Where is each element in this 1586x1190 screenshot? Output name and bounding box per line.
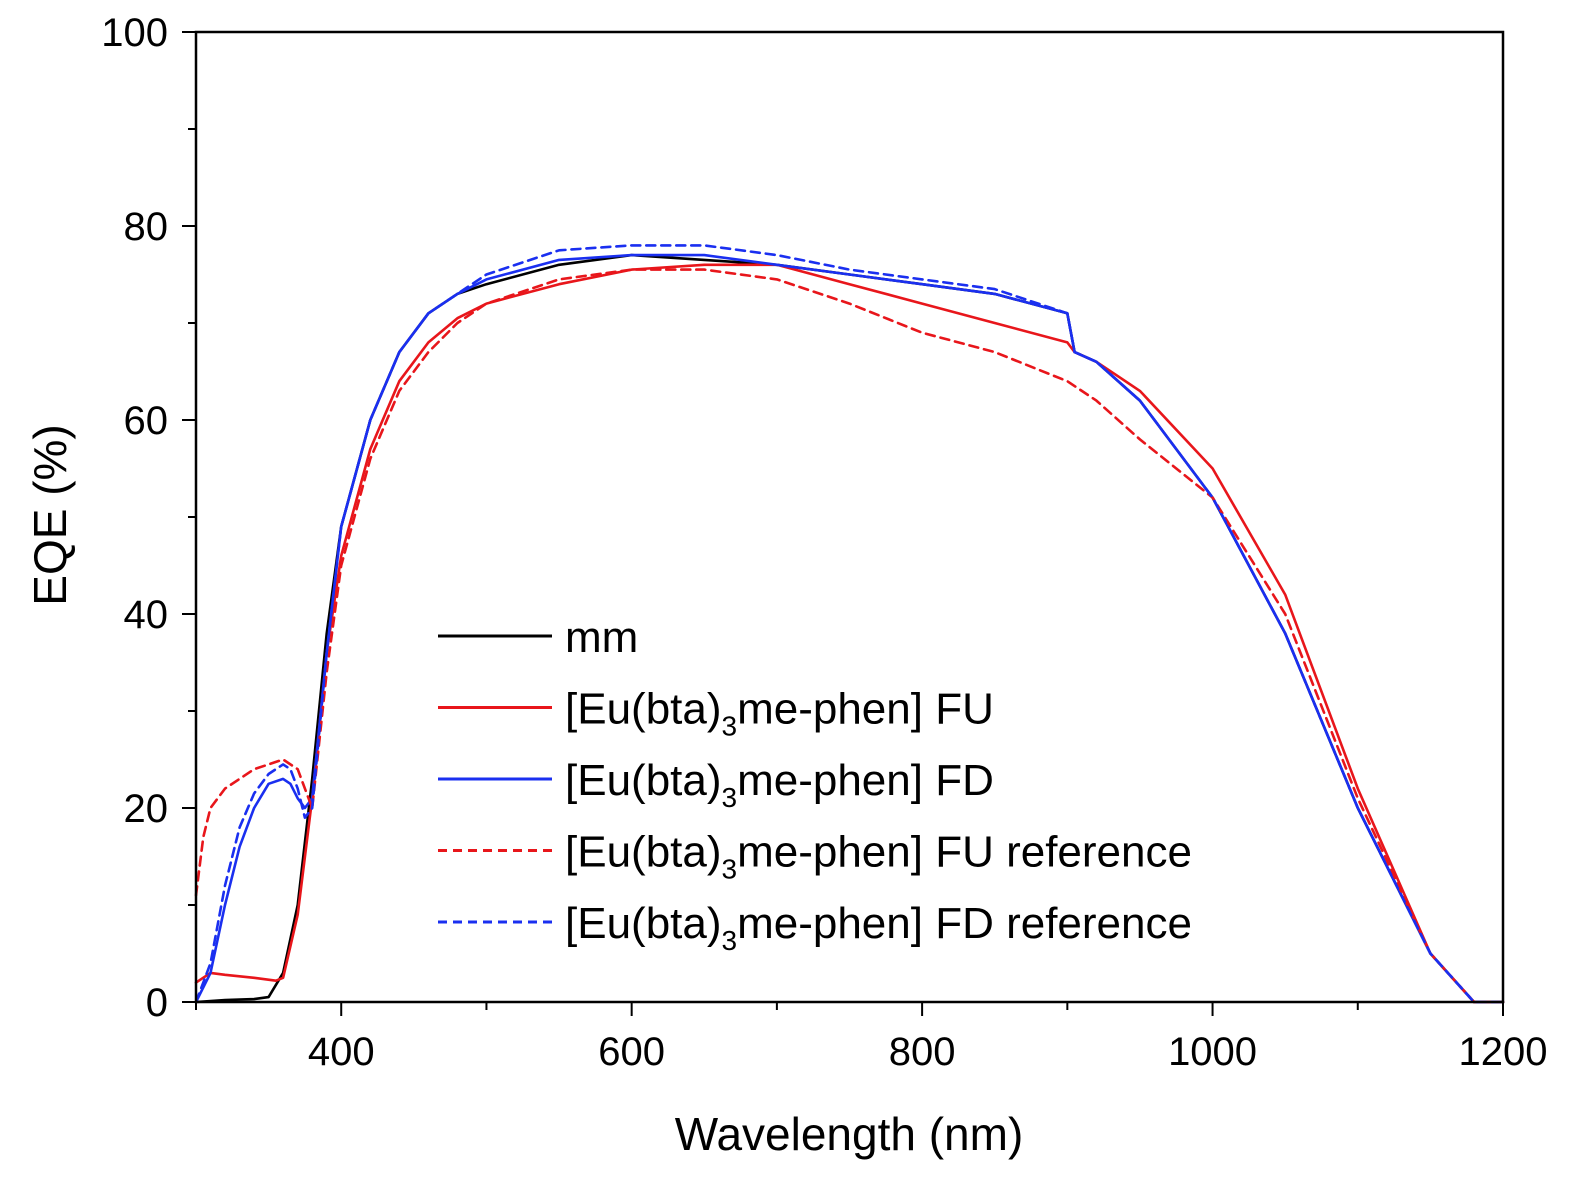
y-tick-label: 40: [124, 593, 169, 637]
x-tick-label: 800: [889, 1030, 956, 1074]
y-tick-label: 60: [124, 399, 169, 443]
legend-label-1: mm: [565, 613, 638, 662]
legend-label-subscript: 3: [722, 925, 738, 956]
legend-label-main: [Eu(bta): [565, 899, 722, 948]
y-tick-label: 100: [101, 11, 168, 55]
y-tick-label: 80: [124, 205, 169, 249]
legend-label-tail: me-phen] FD: [737, 756, 994, 805]
legend-label-subscript: 3: [722, 854, 738, 885]
legend-label-subscript: 3: [722, 711, 738, 742]
legend-label-subscript: 3: [722, 782, 738, 813]
x-tick-label: 1200: [1459, 1030, 1548, 1074]
legend-label-main: [Eu(bta): [565, 828, 722, 877]
legend-label-3: [Eu(bta)3me-phen] FD: [565, 756, 994, 813]
y-tick-label: 20: [124, 787, 169, 831]
legend-label-main: [Eu(bta): [565, 756, 722, 805]
legend-label-main: mm: [565, 613, 638, 662]
y-axis-title: EQE (%): [24, 424, 76, 605]
x-tick-label: 400: [308, 1030, 375, 1074]
legend-label-4: [Eu(bta)3me-phen] FU reference: [565, 828, 1192, 885]
plot-lines: [194, 244, 1505, 1004]
y-tick-label: 0: [146, 981, 168, 1025]
legend-label-tail: me-phen] FU: [737, 685, 994, 734]
series-line-4: [194, 268, 1505, 1004]
x-tick-label: 1000: [1168, 1030, 1257, 1074]
axes: 400 600 800 1000 1200 0 20 40 60 80 100: [101, 11, 1547, 1074]
legend-label-5: [Eu(bta)3me-phen] FD reference: [565, 899, 1192, 956]
series-line-2: [194, 263, 1505, 1004]
series-line-5: [194, 244, 1505, 1004]
legend-label-tail: me-phen] FD reference: [737, 899, 1192, 948]
x-axis-title: Wavelength (nm): [675, 1108, 1024, 1160]
x-tick-label: 600: [598, 1030, 665, 1074]
legend: mm[Eu(bta)3me-phen] FU[Eu(bta)3me-phen] …: [438, 613, 1192, 956]
legend-label-2: [Eu(bta)3me-phen] FU: [565, 685, 994, 742]
legend-label-main: [Eu(bta): [565, 685, 722, 734]
legend-label-tail: me-phen] FU reference: [737, 828, 1192, 877]
